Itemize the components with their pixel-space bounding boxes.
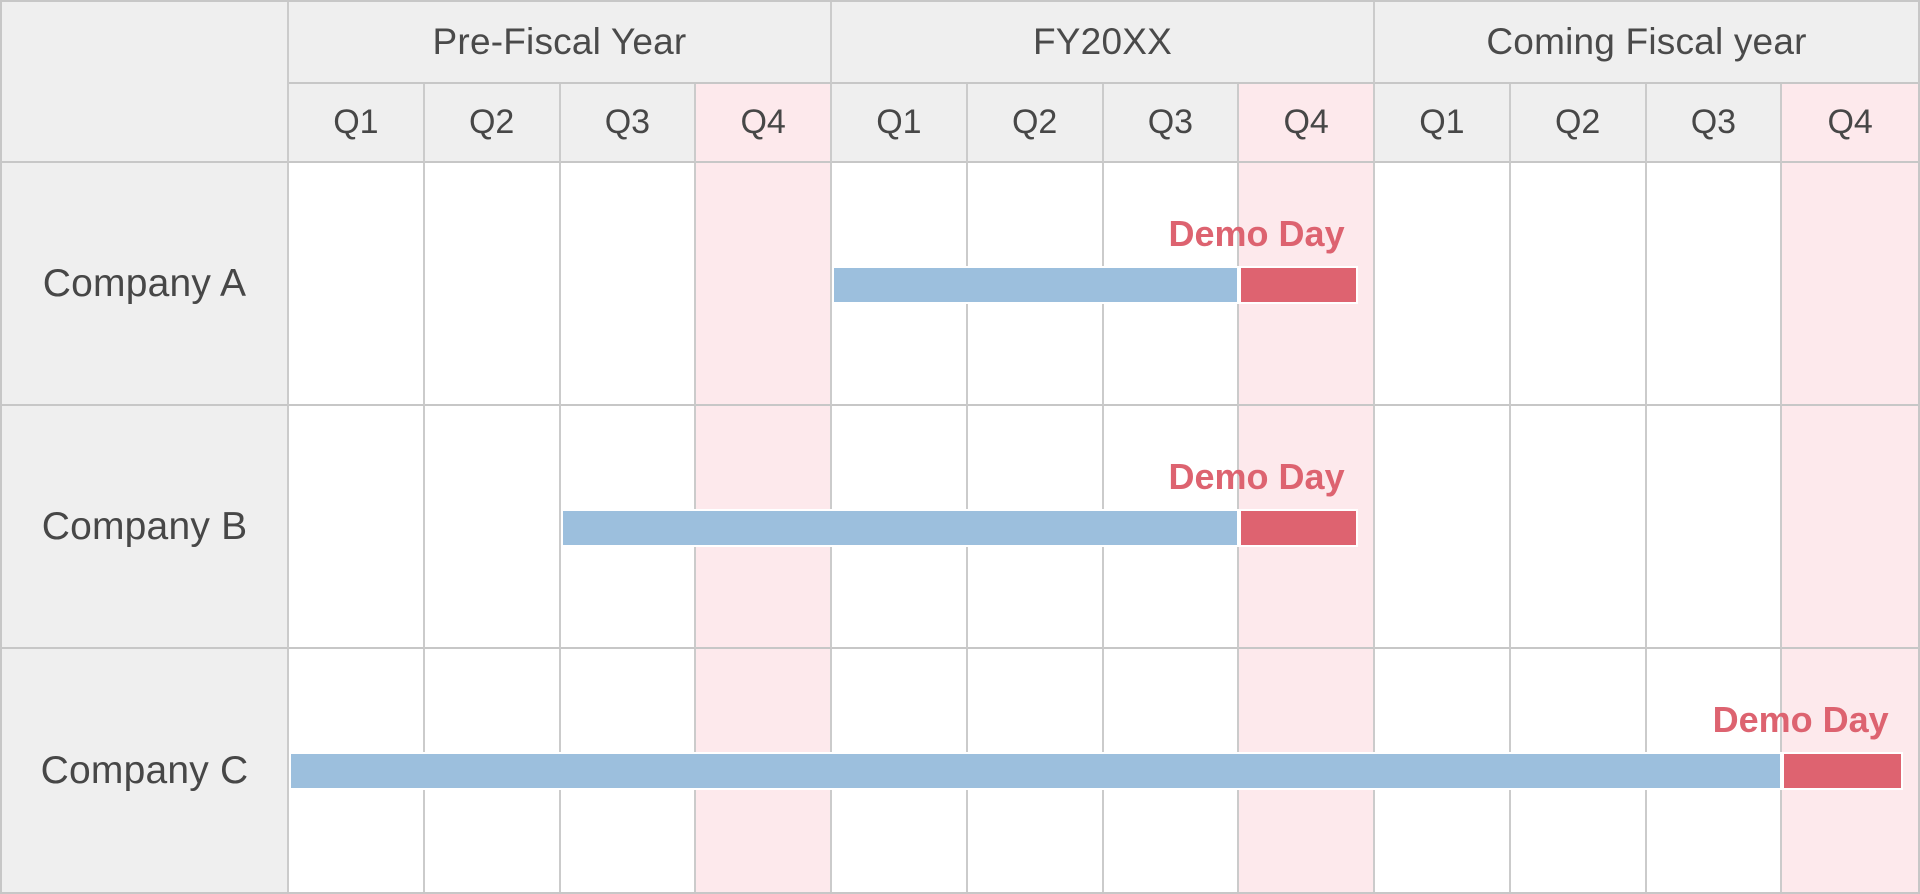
- quarter-header: Q2: [1510, 84, 1647, 163]
- quarter-header-highlighted: Q4: [1239, 84, 1375, 163]
- row-label-company-a: Company A: [2, 163, 289, 406]
- section-header-coming-fiscal-year: Coming Fiscal year: [1375, 2, 1918, 84]
- timeline-row-company-a: Demo Day: [289, 163, 1918, 406]
- activity-bar: [831, 265, 1240, 304]
- quarter-header: Q1: [1375, 84, 1511, 163]
- row-label-company-c: Company C: [2, 649, 289, 892]
- activity-bar: [289, 751, 1783, 790]
- demo-day-label: Demo Day: [1168, 212, 1345, 254]
- timeline-row-company-b: Demo Day: [289, 406, 1918, 649]
- quarter-header: Q3: [560, 84, 697, 163]
- quarter-header: Q1: [289, 84, 425, 163]
- activity-bar: [560, 508, 1240, 547]
- quarter-header-highlighted: Q4: [1782, 84, 1918, 163]
- timeline-cell: [1510, 406, 1647, 649]
- row-label-company-b: Company B: [2, 406, 289, 649]
- quarter-header: Q3: [1646, 84, 1783, 163]
- section-header-pre-fiscal-year: Pre-Fiscal Year: [289, 2, 832, 84]
- quarter-header: Q3: [1103, 84, 1240, 163]
- timeline-cell: [289, 163, 425, 406]
- timeline-cell: [1510, 163, 1647, 406]
- demo-day-label: Demo Day: [1168, 455, 1345, 497]
- quarter-header-highlighted: Q4: [696, 84, 832, 163]
- demo-day-bar: [1782, 751, 1904, 790]
- timeline-cell: [1646, 406, 1783, 649]
- quarter-header: Q1: [832, 84, 968, 163]
- timeline-cell-highlighted: [1782, 163, 1918, 406]
- demo-day-label: Demo Day: [1712, 698, 1889, 740]
- timeline-cell: [560, 163, 697, 406]
- timeline-cell-highlighted: [1782, 406, 1918, 649]
- timeline-row-company-c: Demo Day: [289, 649, 1918, 892]
- demo-day-bar: [1239, 265, 1359, 304]
- timeline-cell: [1375, 406, 1511, 649]
- timeline-cell: [1375, 163, 1511, 406]
- timeline-cell: [289, 406, 425, 649]
- timeline-cell: [1646, 163, 1783, 406]
- demo-day-bar: [1239, 508, 1359, 547]
- timeline-cell-highlighted: [696, 163, 832, 406]
- quarter-header: Q2: [424, 84, 561, 163]
- timeline-cell: [424, 163, 561, 406]
- corner-cell: [2, 2, 289, 163]
- section-header-fy20xx: FY20XX: [832, 2, 1375, 84]
- quarter-header: Q2: [967, 84, 1104, 163]
- timeline-cell: [424, 406, 561, 649]
